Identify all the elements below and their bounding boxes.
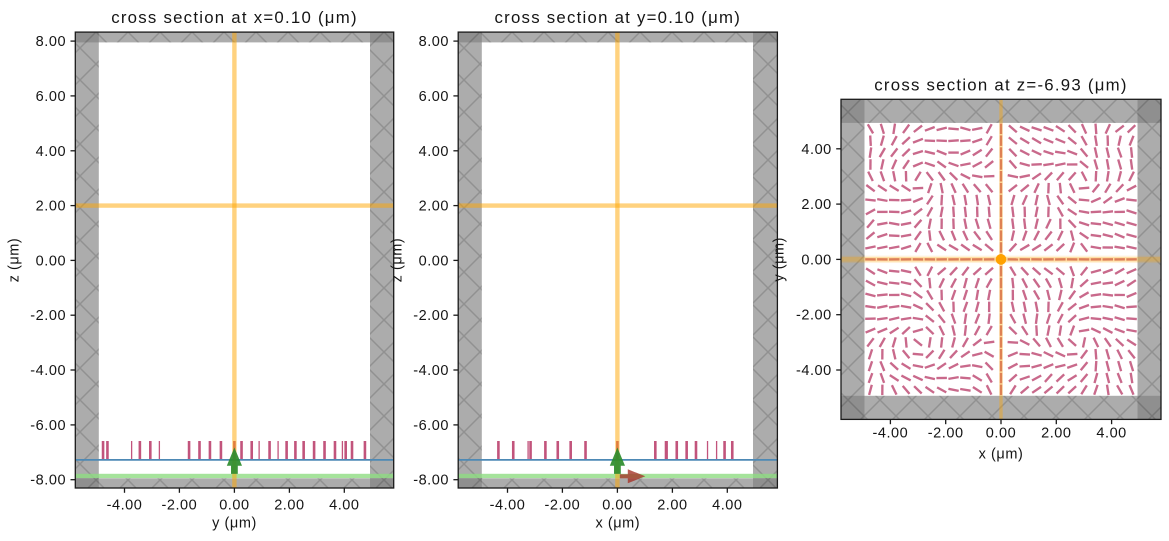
svg-text:y (μm): y (μm) <box>772 237 788 282</box>
svg-text:0.00: 0.00 <box>419 253 449 269</box>
svg-text:-4.00: -4.00 <box>30 363 66 379</box>
svg-text:-4.00: -4.00 <box>490 497 526 513</box>
svg-text:-8.00: -8.00 <box>413 473 449 489</box>
svg-text:0.00: 0.00 <box>986 425 1016 441</box>
svg-text:2.00: 2.00 <box>36 199 66 215</box>
svg-text:2.00: 2.00 <box>801 197 831 213</box>
svg-text:-8.00: -8.00 <box>30 473 66 489</box>
svg-text:-4.00: -4.00 <box>872 425 908 441</box>
svg-text:x (μm): x (μm) <box>595 516 640 532</box>
svg-text:-2.00: -2.00 <box>161 497 197 513</box>
svg-text:z (μm): z (μm) <box>7 238 23 283</box>
svg-text:-6.00: -6.00 <box>30 418 66 434</box>
svg-text:4.00: 4.00 <box>419 144 449 160</box>
svg-text:2.00: 2.00 <box>274 497 304 513</box>
svg-text:0.00: 0.00 <box>602 497 632 513</box>
svg-text:-2.00: -2.00 <box>928 425 964 441</box>
svg-text:4.00: 4.00 <box>329 497 359 513</box>
svg-text:6.00: 6.00 <box>419 89 449 105</box>
svg-text:-2.00: -2.00 <box>30 308 66 324</box>
svg-text:-4.00: -4.00 <box>796 363 832 379</box>
svg-text:cross section at z=-6.93 (μm): cross section at z=-6.93 (μm) <box>874 76 1127 95</box>
svg-text:4.00: 4.00 <box>36 144 66 160</box>
svg-text:cross section at y=0.10 (μm): cross section at y=0.10 (μm) <box>495 8 742 27</box>
svg-text:z (μm): z (μm) <box>390 238 406 283</box>
svg-text:0.00: 0.00 <box>36 253 66 269</box>
svg-text:6.00: 6.00 <box>36 89 66 105</box>
svg-text:-4.00: -4.00 <box>413 363 449 379</box>
svg-text:y (μm): y (μm) <box>212 516 257 532</box>
svg-text:4.00: 4.00 <box>712 497 742 513</box>
svg-text:x (μm): x (μm) <box>979 446 1024 462</box>
svg-text:2.00: 2.00 <box>419 199 449 215</box>
svg-text:4.00: 4.00 <box>1096 425 1126 441</box>
svg-text:-2.00: -2.00 <box>796 308 832 324</box>
svg-text:8.00: 8.00 <box>36 34 66 50</box>
svg-text:-2.00: -2.00 <box>544 497 580 513</box>
svg-text:4.00: 4.00 <box>801 142 831 158</box>
svg-text:0.00: 0.00 <box>219 497 249 513</box>
svg-text:2.00: 2.00 <box>657 497 687 513</box>
svg-text:-6.00: -6.00 <box>413 418 449 434</box>
svg-text:8.00: 8.00 <box>419 34 449 50</box>
svg-text:-4.00: -4.00 <box>107 497 143 513</box>
svg-text:cross section at x=0.10 (μm): cross section at x=0.10 (μm) <box>111 8 358 27</box>
svg-text:-2.00: -2.00 <box>413 308 449 324</box>
svg-text:2.00: 2.00 <box>1041 425 1071 441</box>
svg-text:0.00: 0.00 <box>801 252 831 268</box>
